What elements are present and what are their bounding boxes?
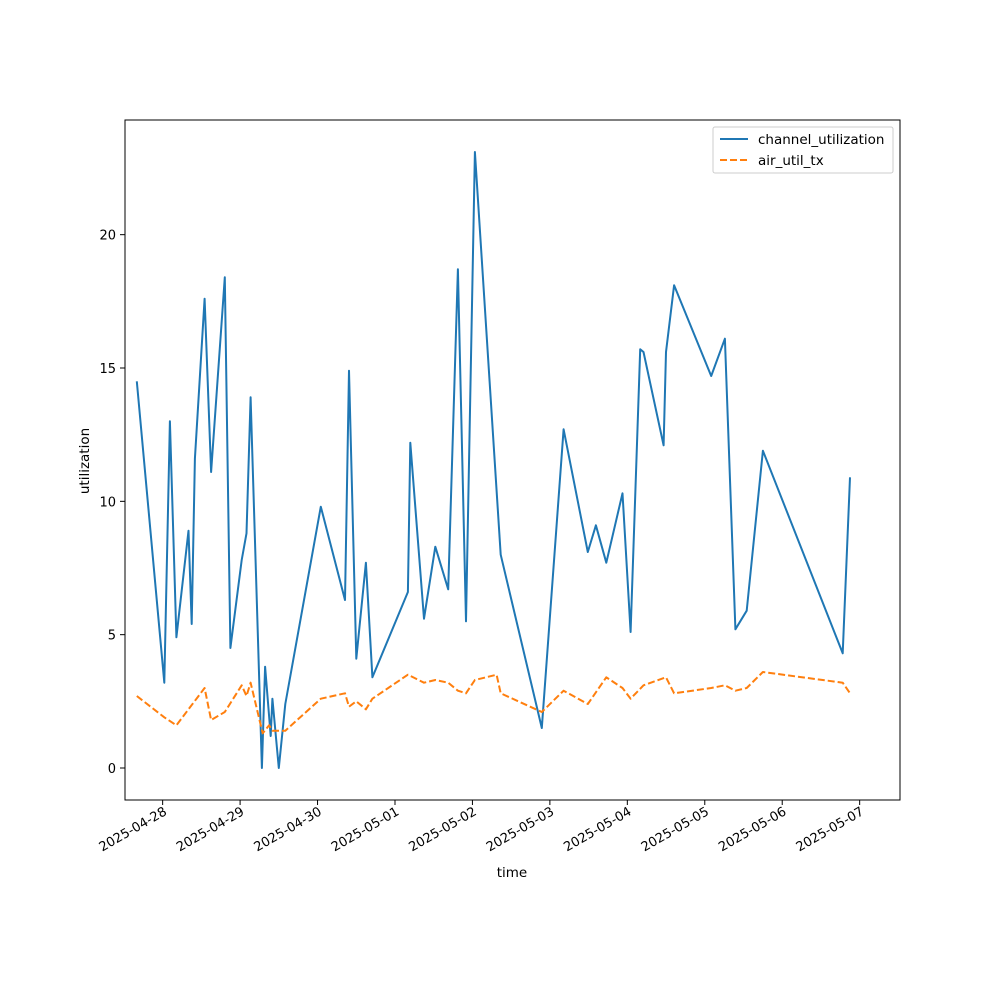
series-layer <box>135 151 851 769</box>
x-axis-label: time <box>497 865 528 881</box>
y-tick-label: 5 <box>108 629 116 644</box>
y-tick-label: 0 <box>108 762 116 777</box>
y-tick-label: 20 <box>99 229 116 244</box>
series-line-air-util-tx <box>136 671 851 735</box>
y-tick-label: 10 <box>99 495 116 510</box>
y-axis: 0 5 10 15 20 <box>99 229 125 777</box>
legend: channel_utilization air_util_tx <box>712 126 894 174</box>
legend-box <box>712 126 894 174</box>
legend-label-air-util-tx: air_util_tx <box>758 153 824 169</box>
y-axis-label: utilization <box>77 428 93 494</box>
series-line-channel-utilization <box>135 151 851 769</box>
y-tick-label: 15 <box>99 362 116 377</box>
plot-area-frame <box>124 119 901 801</box>
legend-label-channel-utilization: channel_utilization <box>758 132 885 148</box>
